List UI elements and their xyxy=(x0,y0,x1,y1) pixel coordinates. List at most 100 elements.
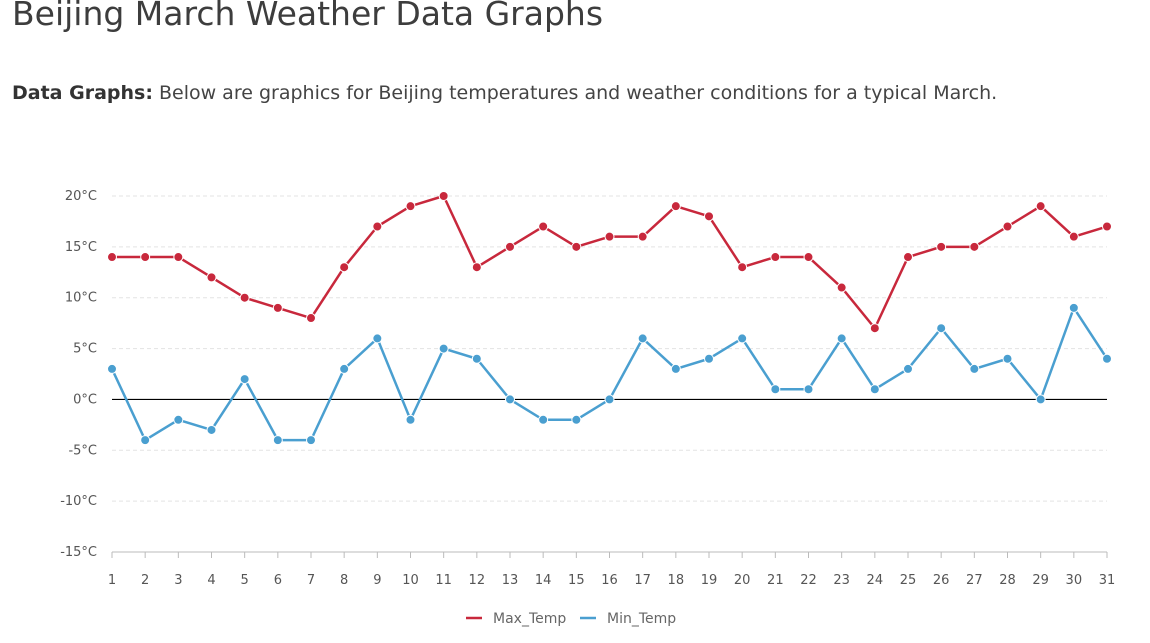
x-tick-label: 15 xyxy=(568,573,585,588)
max-temp-point xyxy=(737,262,748,273)
y-tick-label: 20°C xyxy=(65,189,97,204)
min-temp-point xyxy=(471,353,482,364)
x-tick-label: 27 xyxy=(966,573,983,588)
max-temp-point xyxy=(505,241,515,252)
max-temp-point xyxy=(571,241,582,252)
min-temp-point xyxy=(969,363,980,374)
max-temp-point xyxy=(1035,201,1046,212)
min-temp-point xyxy=(803,384,814,395)
max-temp-point xyxy=(1002,221,1013,232)
x-tick-label: 9 xyxy=(373,573,381,588)
y-tick-label: 5°C xyxy=(73,342,97,357)
max-temp-point xyxy=(438,191,449,201)
min-temp-point xyxy=(1035,394,1046,405)
min-temp-point xyxy=(239,374,250,385)
y-tick-label: 0°C xyxy=(73,392,97,407)
min-temp-point xyxy=(206,424,217,435)
y-tick-label: -15°C xyxy=(60,545,97,560)
page-title: Beijing March Weather Data Graphs xyxy=(12,0,604,33)
x-tick-label: 6 xyxy=(274,573,282,588)
x-tick-label: 31 xyxy=(1099,573,1116,588)
min-temp-point xyxy=(704,353,714,364)
max-temp-point xyxy=(140,252,151,263)
max-temp-line xyxy=(112,194,1108,330)
min-temp-point xyxy=(604,394,615,405)
max-temp-point xyxy=(272,302,283,313)
min-temp-point xyxy=(140,435,151,446)
max-temp-point xyxy=(1102,221,1112,232)
min-temp-point xyxy=(339,363,350,374)
min-temp-point xyxy=(770,384,781,395)
intro-label: Data Graphs: xyxy=(12,82,153,104)
max-temp-point xyxy=(969,241,980,252)
x-tick-label: 2 xyxy=(141,573,149,588)
x-tick-label: 16 xyxy=(601,573,618,588)
x-tick-label: 7 xyxy=(307,573,315,588)
x-tick-label: 13 xyxy=(502,573,519,588)
x-tick-label: 12 xyxy=(469,573,486,588)
x-tick-label: 29 xyxy=(1032,573,1049,588)
min-temp-point xyxy=(1002,353,1013,364)
min-temp-point xyxy=(306,435,316,446)
max-temp-point xyxy=(604,231,615,242)
x-tick-label: 19 xyxy=(701,573,718,588)
min-temp-point xyxy=(405,414,416,425)
y-tick-label: -10°C xyxy=(60,494,97,509)
intro-paragraph: Data Graphs: Below are graphics for Beij… xyxy=(12,82,997,104)
x-tick-label: 28 xyxy=(999,573,1016,588)
legend-label-min-temp: Min_Temp xyxy=(607,611,676,627)
max-temp-point xyxy=(869,323,880,334)
max-temp-point xyxy=(936,241,947,252)
max-temp-point xyxy=(107,252,117,263)
max-temp-point xyxy=(903,252,913,263)
max-temp-point xyxy=(206,272,217,283)
x-tick-label: 14 xyxy=(535,573,552,588)
x-tick-label: 25 xyxy=(900,573,917,588)
x-tick-label: 18 xyxy=(668,573,685,588)
y-tick-label: 15°C xyxy=(65,240,97,255)
x-tick-label: 3 xyxy=(174,573,182,588)
max-temp-point xyxy=(538,221,549,232)
max-temp-point xyxy=(405,201,416,212)
max-temp-point xyxy=(306,313,316,324)
x-tick-label: 22 xyxy=(800,573,817,588)
min-temp-point xyxy=(1102,353,1112,364)
max-temp-point xyxy=(670,201,681,212)
max-temp-point xyxy=(339,262,350,273)
min-temp-point xyxy=(438,343,449,354)
min-temp-point xyxy=(538,414,549,425)
min-temp-point xyxy=(903,363,913,374)
min-temp-line xyxy=(110,306,1109,442)
min-temp-point xyxy=(836,333,847,344)
x-tick-label: 8 xyxy=(340,573,348,588)
max-temp-point xyxy=(372,221,383,232)
min-temp-point xyxy=(571,414,582,425)
temperature-line-chart: 20°C15°C10°C5°C0°C-5°C-10°C-15°C1 2 3 4 5 6 7 8… xyxy=(60,189,1116,627)
x-tick-label: 30 xyxy=(1066,573,1083,588)
x-tick-label: 17 xyxy=(634,573,651,588)
min-temp-point xyxy=(272,435,283,446)
min-temp-point xyxy=(737,333,748,344)
max-temp-point xyxy=(173,252,184,263)
min-temp-point xyxy=(107,363,117,374)
x-tick-label: 21 xyxy=(767,573,784,588)
y-tick-label: -5°C xyxy=(68,443,97,458)
min-temp-point xyxy=(173,414,184,425)
y-tick-label: 10°C xyxy=(65,291,97,306)
legend-label-max-temp: Max_Temp xyxy=(493,611,566,627)
max-temp-point xyxy=(704,211,714,222)
x-tick-label: 4 xyxy=(207,573,215,588)
max-temp-point xyxy=(836,282,847,293)
x-tick-label: 23 xyxy=(833,573,850,588)
x-tick-label: 26 xyxy=(933,573,950,588)
min-temp-point xyxy=(1068,302,1079,313)
x-tick-label: 5 xyxy=(241,573,249,588)
max-temp-point xyxy=(1068,231,1079,242)
x-tick-label: 1 xyxy=(108,573,116,588)
min-temp-point xyxy=(869,384,880,395)
min-temp-point xyxy=(670,363,681,374)
min-temp-point xyxy=(372,333,383,344)
max-temp-point xyxy=(770,252,781,263)
x-tick-label: 11 xyxy=(435,573,452,588)
min-temp-point xyxy=(936,323,947,334)
